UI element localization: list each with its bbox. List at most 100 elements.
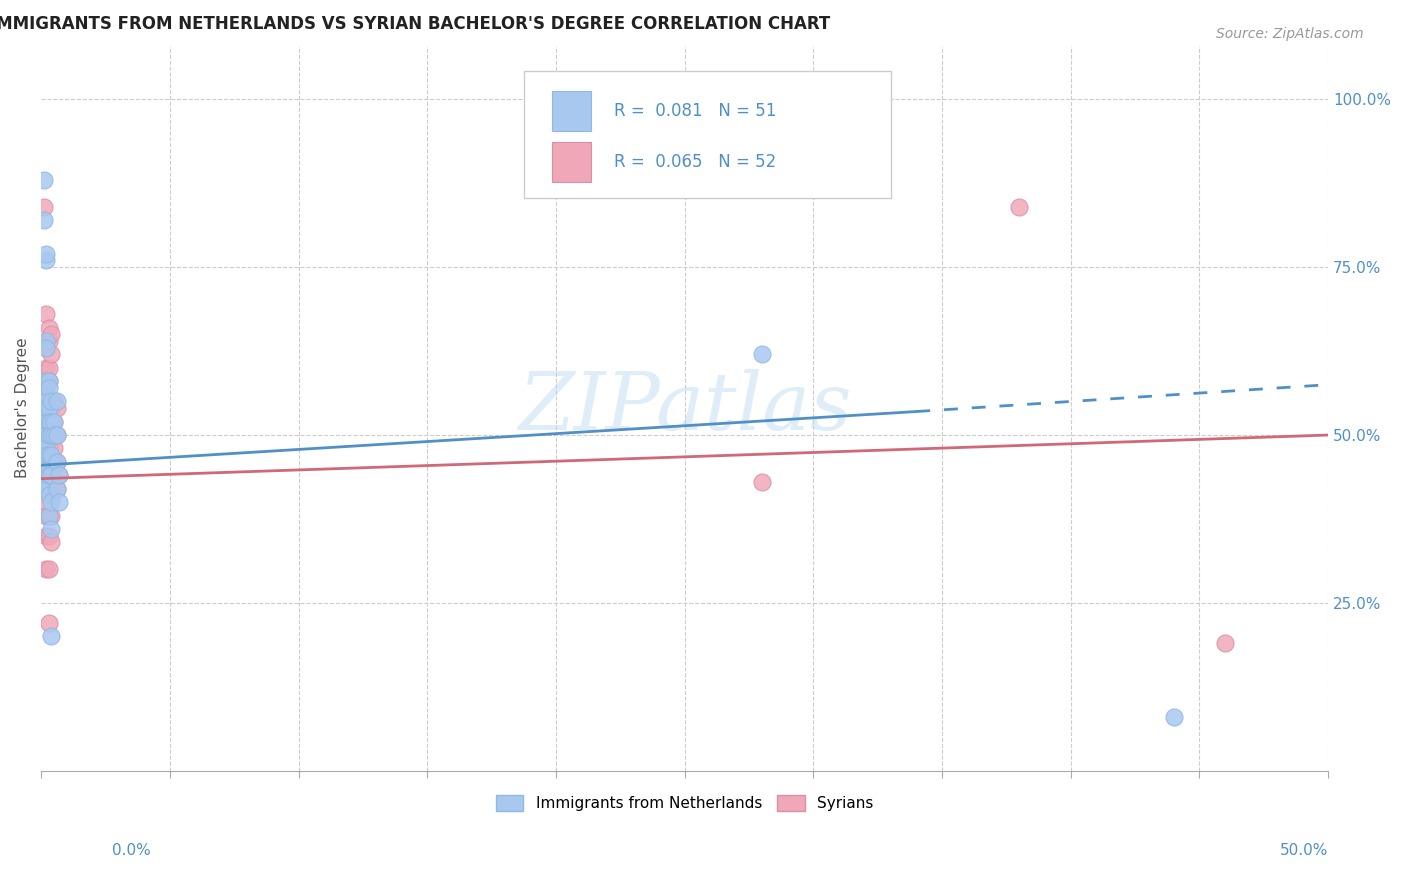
Point: [41, 428, 63, 442]
Point: [41, 508, 63, 523]
Point: [35, 482, 58, 496]
Point: [35, 442, 58, 456]
Point: [41, 327, 63, 342]
Point: [35, 408, 58, 422]
Legend: Immigrants from Netherlands, Syrians: Immigrants from Netherlands, Syrians: [489, 789, 880, 817]
Point: [35, 529, 58, 543]
Point: [35, 415, 58, 429]
Point: [38, 428, 60, 442]
Point: [38, 488, 60, 502]
Point: [35, 374, 58, 388]
Point: [35, 341, 58, 355]
Point: [38, 360, 60, 375]
Point: [45, 455, 67, 469]
Text: IMMIGRANTS FROM NETHERLANDS VS SYRIAN BACHELOR'S DEGREE CORRELATION CHART: IMMIGRANTS FROM NETHERLANDS VS SYRIAN BA…: [0, 15, 830, 33]
Point: [48, 468, 70, 483]
Point: [38, 428, 60, 442]
Point: [48, 468, 70, 483]
Point: [45, 428, 67, 442]
Point: [35, 455, 58, 469]
Point: [35, 468, 58, 483]
Point: [41, 347, 63, 361]
Point: [32, 213, 55, 227]
Point: [42, 394, 65, 409]
Point: [32, 200, 55, 214]
Text: R =  0.081   N = 51: R = 0.081 N = 51: [614, 102, 776, 120]
Point: [1163, 710, 1185, 724]
Point: [38, 461, 60, 475]
Y-axis label: Bachelor's Degree: Bachelor's Degree: [15, 338, 30, 478]
Point: [32, 173, 55, 187]
Point: [35, 442, 58, 456]
Point: [35, 461, 58, 475]
Point: [45, 428, 67, 442]
Point: [35, 562, 58, 576]
Point: [41, 401, 63, 416]
Point: [38, 508, 60, 523]
Text: R =  0.065   N = 52: R = 0.065 N = 52: [614, 153, 776, 170]
Point: [38, 442, 60, 456]
Point: [38, 374, 60, 388]
FancyBboxPatch shape: [524, 71, 890, 198]
Point: [38, 468, 60, 483]
Point: [38, 394, 60, 409]
Point: [38, 381, 60, 395]
Point: [38, 415, 60, 429]
Text: Source: ZipAtlas.com: Source: ZipAtlas.com: [1216, 27, 1364, 41]
Text: 0.0%: 0.0%: [112, 843, 152, 858]
Point: [42, 455, 65, 469]
FancyBboxPatch shape: [553, 142, 591, 182]
Point: [41, 482, 63, 496]
Point: [45, 394, 67, 409]
Text: ZIPatlas: ZIPatlas: [517, 369, 852, 447]
Point: [35, 374, 58, 388]
Point: [35, 508, 58, 523]
Point: [35, 401, 58, 416]
Point: [42, 442, 65, 456]
Point: [45, 482, 67, 496]
Point: [38, 562, 60, 576]
Point: [35, 394, 58, 409]
Point: [41, 535, 63, 549]
Point: [751, 347, 773, 361]
Point: [38, 482, 60, 496]
Point: [35, 388, 58, 402]
Point: [45, 455, 67, 469]
Point: [41, 448, 63, 462]
Point: [35, 253, 58, 268]
Point: [42, 428, 65, 442]
Point: [38, 461, 60, 475]
Point: [35, 360, 58, 375]
Point: [41, 394, 63, 409]
Point: [35, 428, 58, 442]
Point: [35, 334, 58, 348]
Text: 50.0%: 50.0%: [1281, 843, 1329, 858]
Point: [38, 334, 60, 348]
Point: [38, 374, 60, 388]
Point: [41, 495, 63, 509]
Point: [38, 615, 60, 630]
Point: [35, 428, 58, 442]
FancyBboxPatch shape: [553, 91, 591, 131]
Point: [35, 247, 58, 261]
Point: [41, 629, 63, 643]
Point: [35, 468, 58, 483]
Point: [35, 434, 58, 449]
Point: [41, 522, 63, 536]
Point: [38, 529, 60, 543]
Point: [41, 455, 63, 469]
Point: [35, 495, 58, 509]
Point: [42, 415, 65, 429]
Point: [35, 455, 58, 469]
Point: [42, 415, 65, 429]
Point: [35, 341, 58, 355]
Point: [35, 475, 58, 489]
Point: [35, 482, 58, 496]
Point: [41, 468, 63, 483]
Point: [41, 415, 63, 429]
Point: [38, 320, 60, 334]
Point: [35, 415, 58, 429]
Point: [41, 428, 63, 442]
Point: [751, 475, 773, 489]
Point: [35, 421, 58, 435]
